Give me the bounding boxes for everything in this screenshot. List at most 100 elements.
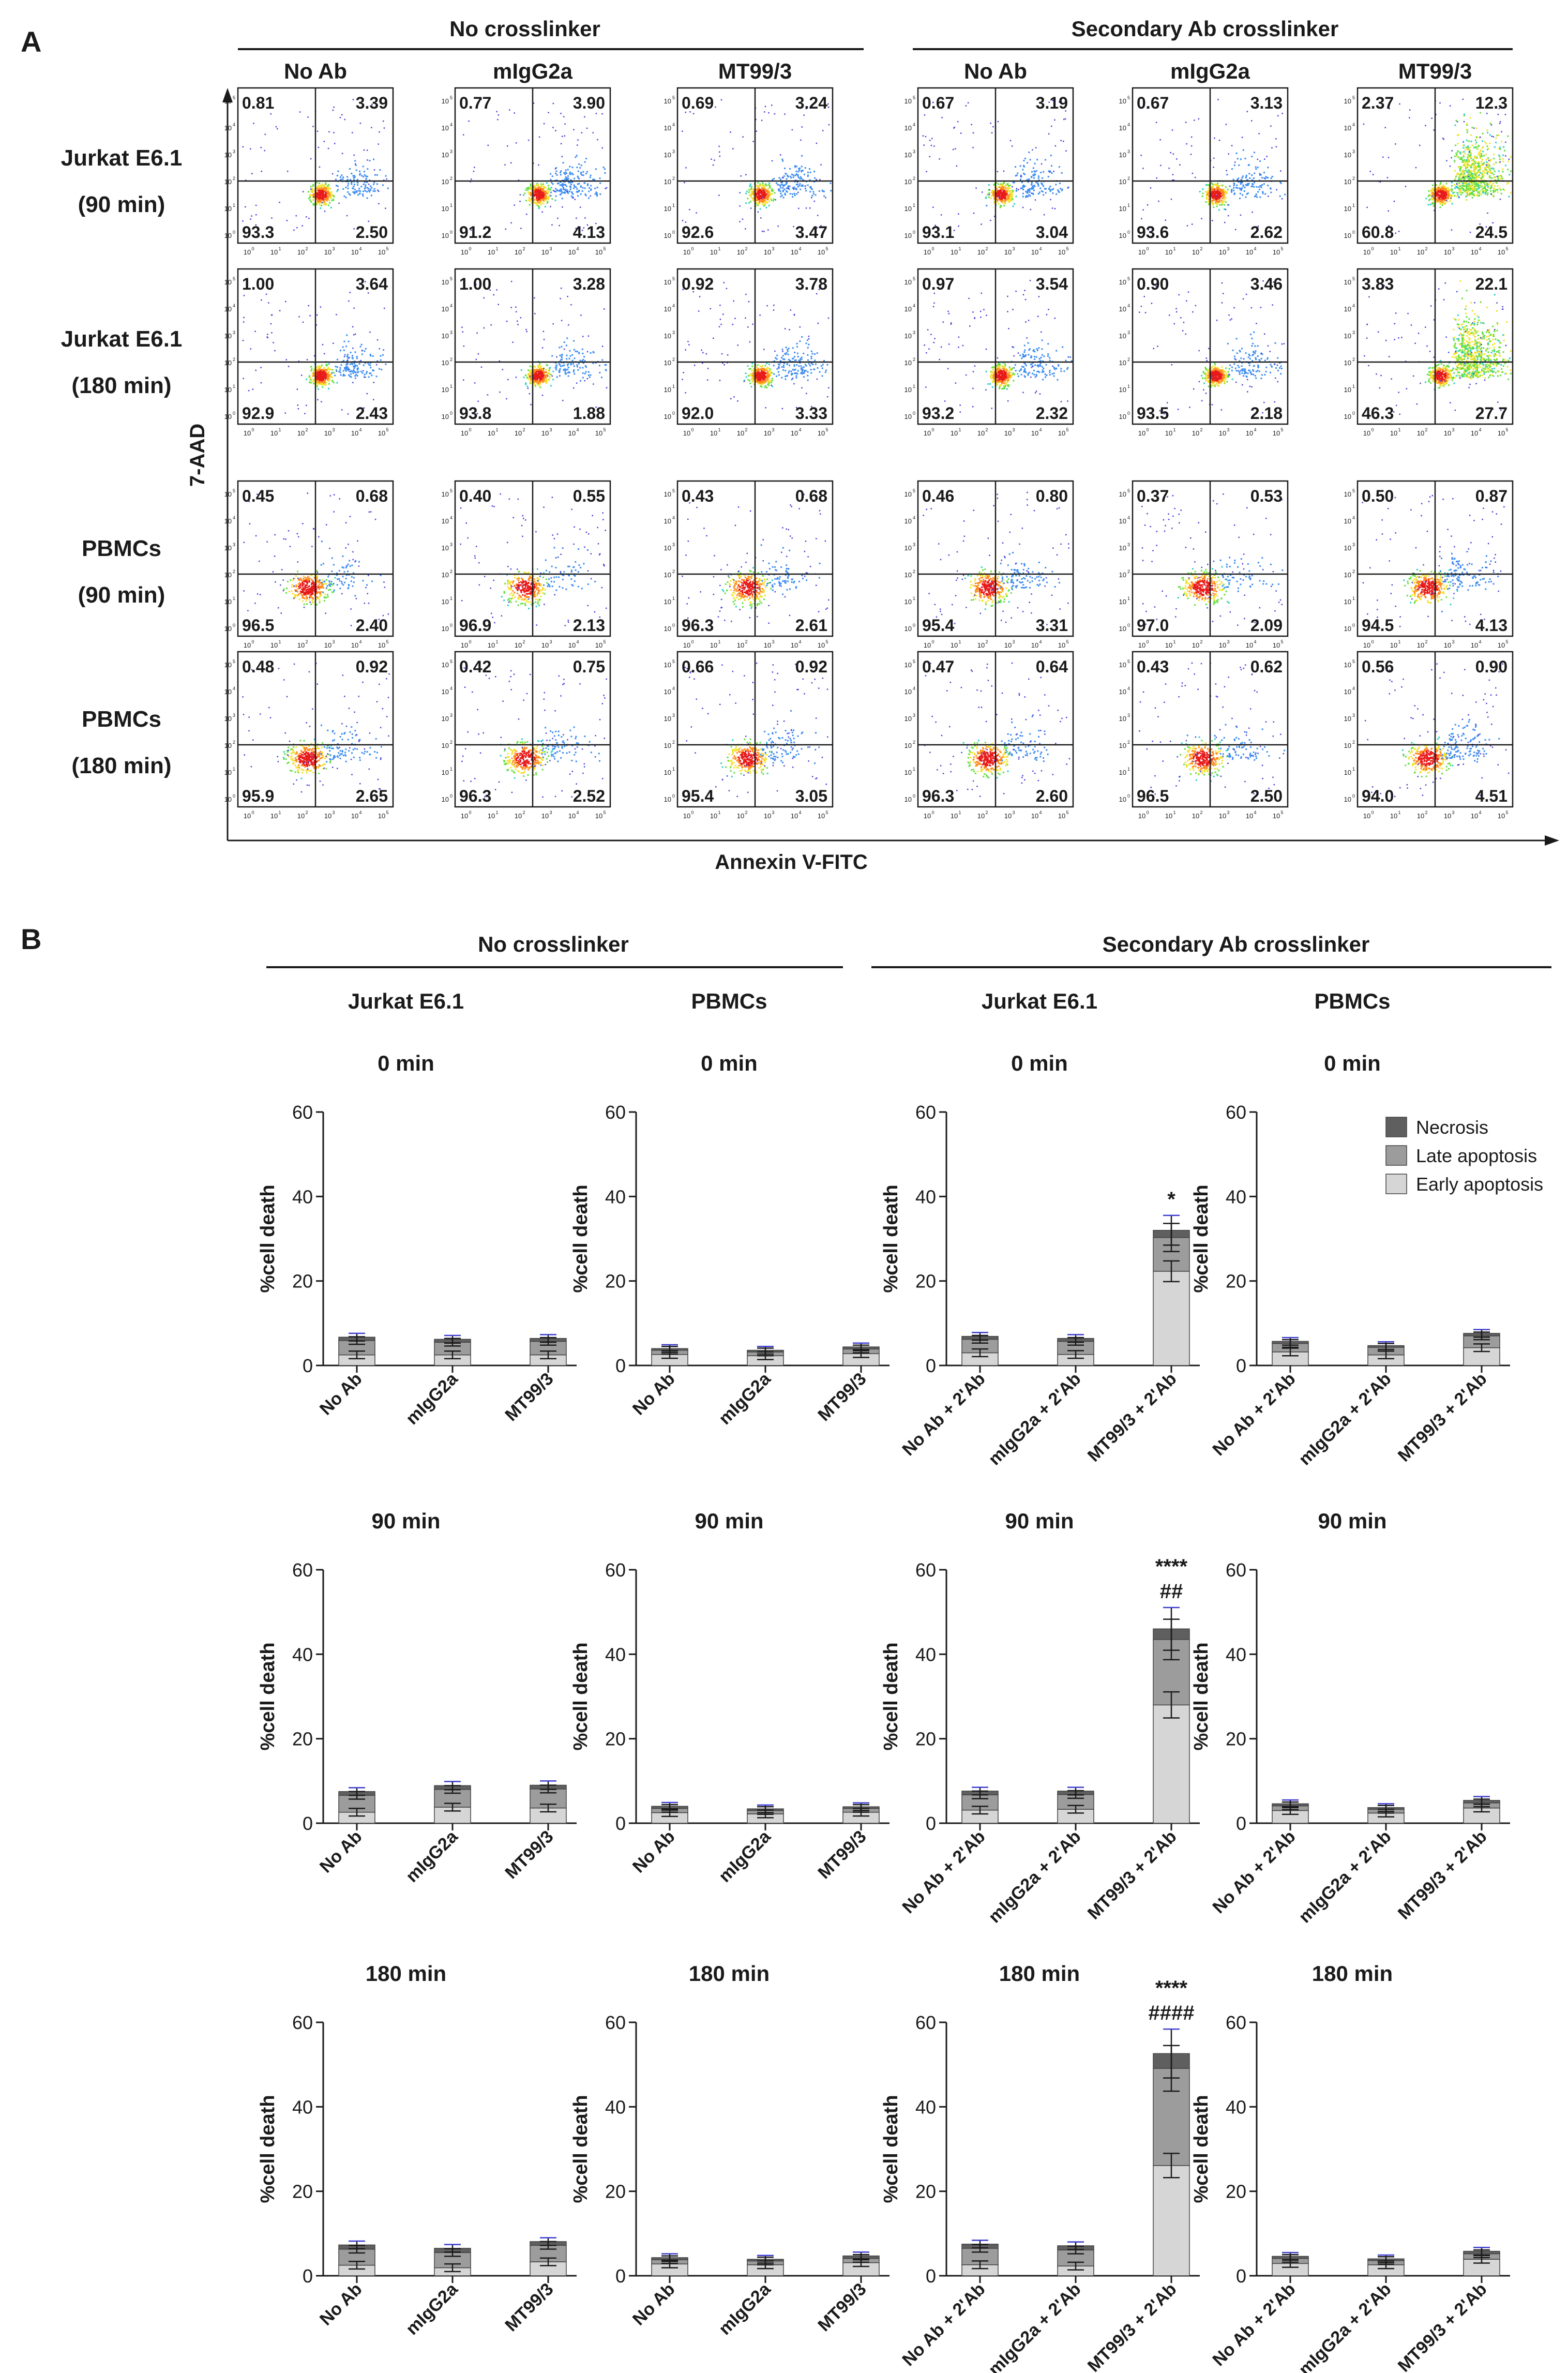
scatter-point	[1469, 189, 1471, 191]
scatter-point	[550, 187, 552, 189]
scatter-point	[1218, 140, 1220, 141]
scatter-point	[767, 192, 770, 194]
scatter-point	[1487, 166, 1489, 168]
scatter-point	[331, 173, 334, 175]
scatter-point	[955, 148, 956, 149]
axis-tick-label: 0	[1371, 246, 1374, 251]
scatter-point	[577, 195, 579, 197]
scatter-point	[310, 194, 312, 196]
scatter-point	[777, 226, 779, 227]
scatter-point	[1211, 187, 1213, 189]
scatter-point	[763, 185, 764, 187]
scatter-point	[1258, 133, 1260, 134]
scatter-point	[750, 196, 752, 198]
scatter-point	[318, 383, 320, 385]
scatter-point	[1386, 177, 1389, 178]
scatter-point	[1222, 201, 1224, 203]
scatter-point	[569, 182, 571, 184]
scatter-point	[559, 224, 560, 227]
scatter-point	[346, 363, 349, 365]
scatter-point	[540, 373, 542, 375]
scatter-point	[930, 144, 932, 146]
scatter-point	[552, 183, 554, 185]
axis-tick-label: 3	[332, 246, 335, 251]
scatter-point	[537, 185, 539, 187]
scatter-point	[569, 171, 571, 173]
scatter-point	[996, 198, 998, 200]
scatter-point	[321, 375, 323, 377]
scatter-point	[323, 353, 325, 355]
axis-tick-label: 0	[450, 230, 453, 235]
scatter-point	[328, 192, 330, 194]
scatter-point	[757, 202, 759, 204]
scatter-point	[1192, 172, 1194, 174]
scatter-point	[1474, 155, 1476, 157]
scatter-point	[801, 155, 803, 157]
axis-tick-label: 0	[1127, 230, 1130, 235]
scatter-point	[1431, 117, 1433, 119]
scatter-point	[525, 200, 527, 202]
scatter-point	[529, 204, 531, 206]
scatter-point	[580, 186, 582, 188]
scatter-point	[586, 224, 589, 226]
scatter-point	[327, 196, 329, 198]
scatter-point	[525, 189, 527, 191]
scatter-point	[996, 188, 998, 190]
scatter-point	[322, 194, 324, 196]
axis-tick-label: 4	[359, 246, 361, 251]
scatter-point	[462, 134, 464, 136]
scatter-point	[325, 186, 327, 188]
scatter-point	[802, 184, 804, 186]
axis-tick-label: 10	[224, 232, 232, 239]
scatter-point	[548, 112, 549, 113]
scatter-point	[325, 198, 327, 200]
scatter-point	[589, 187, 591, 189]
axis-tick-label: 10	[1219, 248, 1226, 256]
scatter-point	[365, 175, 367, 177]
scatter-point	[542, 188, 544, 190]
scatter-point	[323, 187, 325, 189]
scatter-point	[1449, 105, 1451, 107]
scatter-point	[1263, 172, 1265, 174]
scatter-point	[1254, 172, 1256, 174]
scatter-point	[336, 358, 338, 361]
scatter-point	[343, 349, 345, 351]
panel-a-column-header: mIgG2a	[1170, 59, 1250, 83]
flow-plot: 10 010 010 110 110 210 210 310 310 410 410 510 52.37…	[1344, 87, 1514, 256]
scatter-point	[510, 162, 512, 164]
scatter-point	[356, 191, 357, 193]
scatter-point	[990, 197, 992, 199]
scatter-point	[376, 174, 378, 176]
scatter-point	[590, 185, 592, 187]
scatter-point	[1441, 198, 1443, 200]
scatter-point	[373, 183, 374, 185]
scatter-point	[1474, 172, 1476, 174]
scatter-point	[582, 367, 584, 369]
scatter-point	[1502, 154, 1504, 156]
scatter-point	[1228, 153, 1229, 155]
scatter-point	[567, 178, 569, 181]
scatter-point	[1439, 206, 1441, 208]
scatter-point	[1225, 192, 1227, 194]
scatter-point	[315, 195, 318, 197]
scatter-point	[358, 363, 360, 365]
scatter-point	[570, 363, 572, 365]
scatter-point	[1263, 183, 1265, 185]
scatter-point	[325, 377, 327, 379]
scatter-point	[715, 106, 716, 108]
scatter-point	[556, 190, 559, 191]
scatter-point	[255, 224, 257, 226]
scatter-point	[1226, 174, 1228, 176]
scatter-point	[296, 227, 298, 229]
scatter-point	[1443, 139, 1444, 140]
scatter-point	[1171, 129, 1173, 131]
scatter-point	[319, 204, 321, 206]
scatter-point	[1480, 136, 1481, 138]
scatter-point	[1463, 172, 1465, 174]
scatter-point	[1216, 205, 1218, 207]
scatter-point	[321, 377, 323, 378]
scatter-point	[541, 380, 544, 382]
scatter-point	[535, 187, 537, 189]
axis-tick-label: 3	[332, 427, 335, 432]
scatter-point	[1060, 188, 1062, 190]
